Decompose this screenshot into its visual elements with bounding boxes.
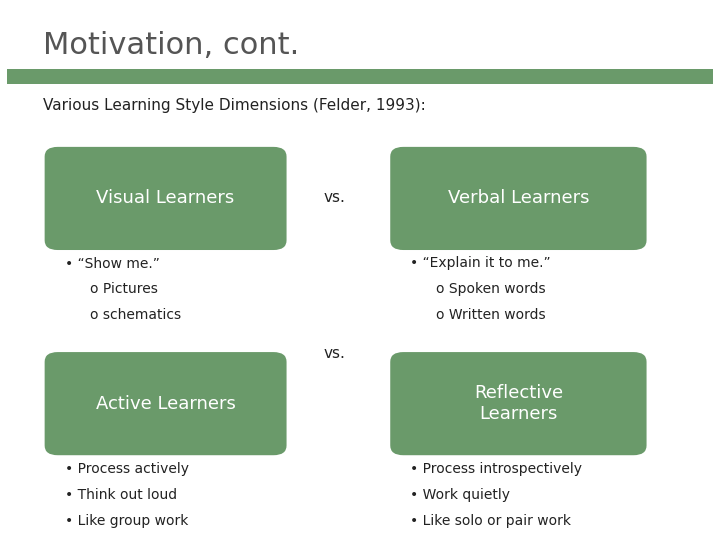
Text: o schematics: o schematics	[90, 308, 181, 322]
Text: Motivation, cont.: Motivation, cont.	[43, 31, 300, 60]
Text: vs.: vs.	[324, 346, 346, 361]
FancyBboxPatch shape	[45, 352, 287, 455]
Text: Visual Learners: Visual Learners	[96, 190, 235, 207]
Text: • Process introspectively: • Process introspectively	[410, 462, 582, 476]
Text: Active Learners: Active Learners	[96, 395, 235, 413]
Text: • Think out loud: • Think out loud	[65, 488, 177, 502]
Text: o Written words: o Written words	[436, 308, 545, 322]
Text: • Like group work: • Like group work	[65, 514, 188, 528]
Bar	[7, 69, 713, 84]
Text: o Pictures: o Pictures	[90, 282, 158, 296]
Text: Verbal Learners: Verbal Learners	[448, 190, 589, 207]
Text: • “Show me.”: • “Show me.”	[65, 256, 160, 271]
Text: o Spoken words: o Spoken words	[436, 282, 545, 296]
FancyBboxPatch shape	[390, 352, 647, 455]
FancyBboxPatch shape	[390, 147, 647, 250]
Text: • Process actively: • Process actively	[65, 462, 189, 476]
Text: Various Learning Style Dimensions (Felder, 1993):: Various Learning Style Dimensions (Felde…	[43, 98, 426, 113]
FancyBboxPatch shape	[45, 147, 287, 250]
Text: • Like solo or pair work: • Like solo or pair work	[410, 514, 572, 528]
Text: Reflective
Learners: Reflective Learners	[474, 384, 563, 423]
Text: • Work quietly: • Work quietly	[410, 488, 510, 502]
Text: vs.: vs.	[324, 190, 346, 205]
Text: • “Explain it to me.”: • “Explain it to me.”	[410, 256, 551, 271]
